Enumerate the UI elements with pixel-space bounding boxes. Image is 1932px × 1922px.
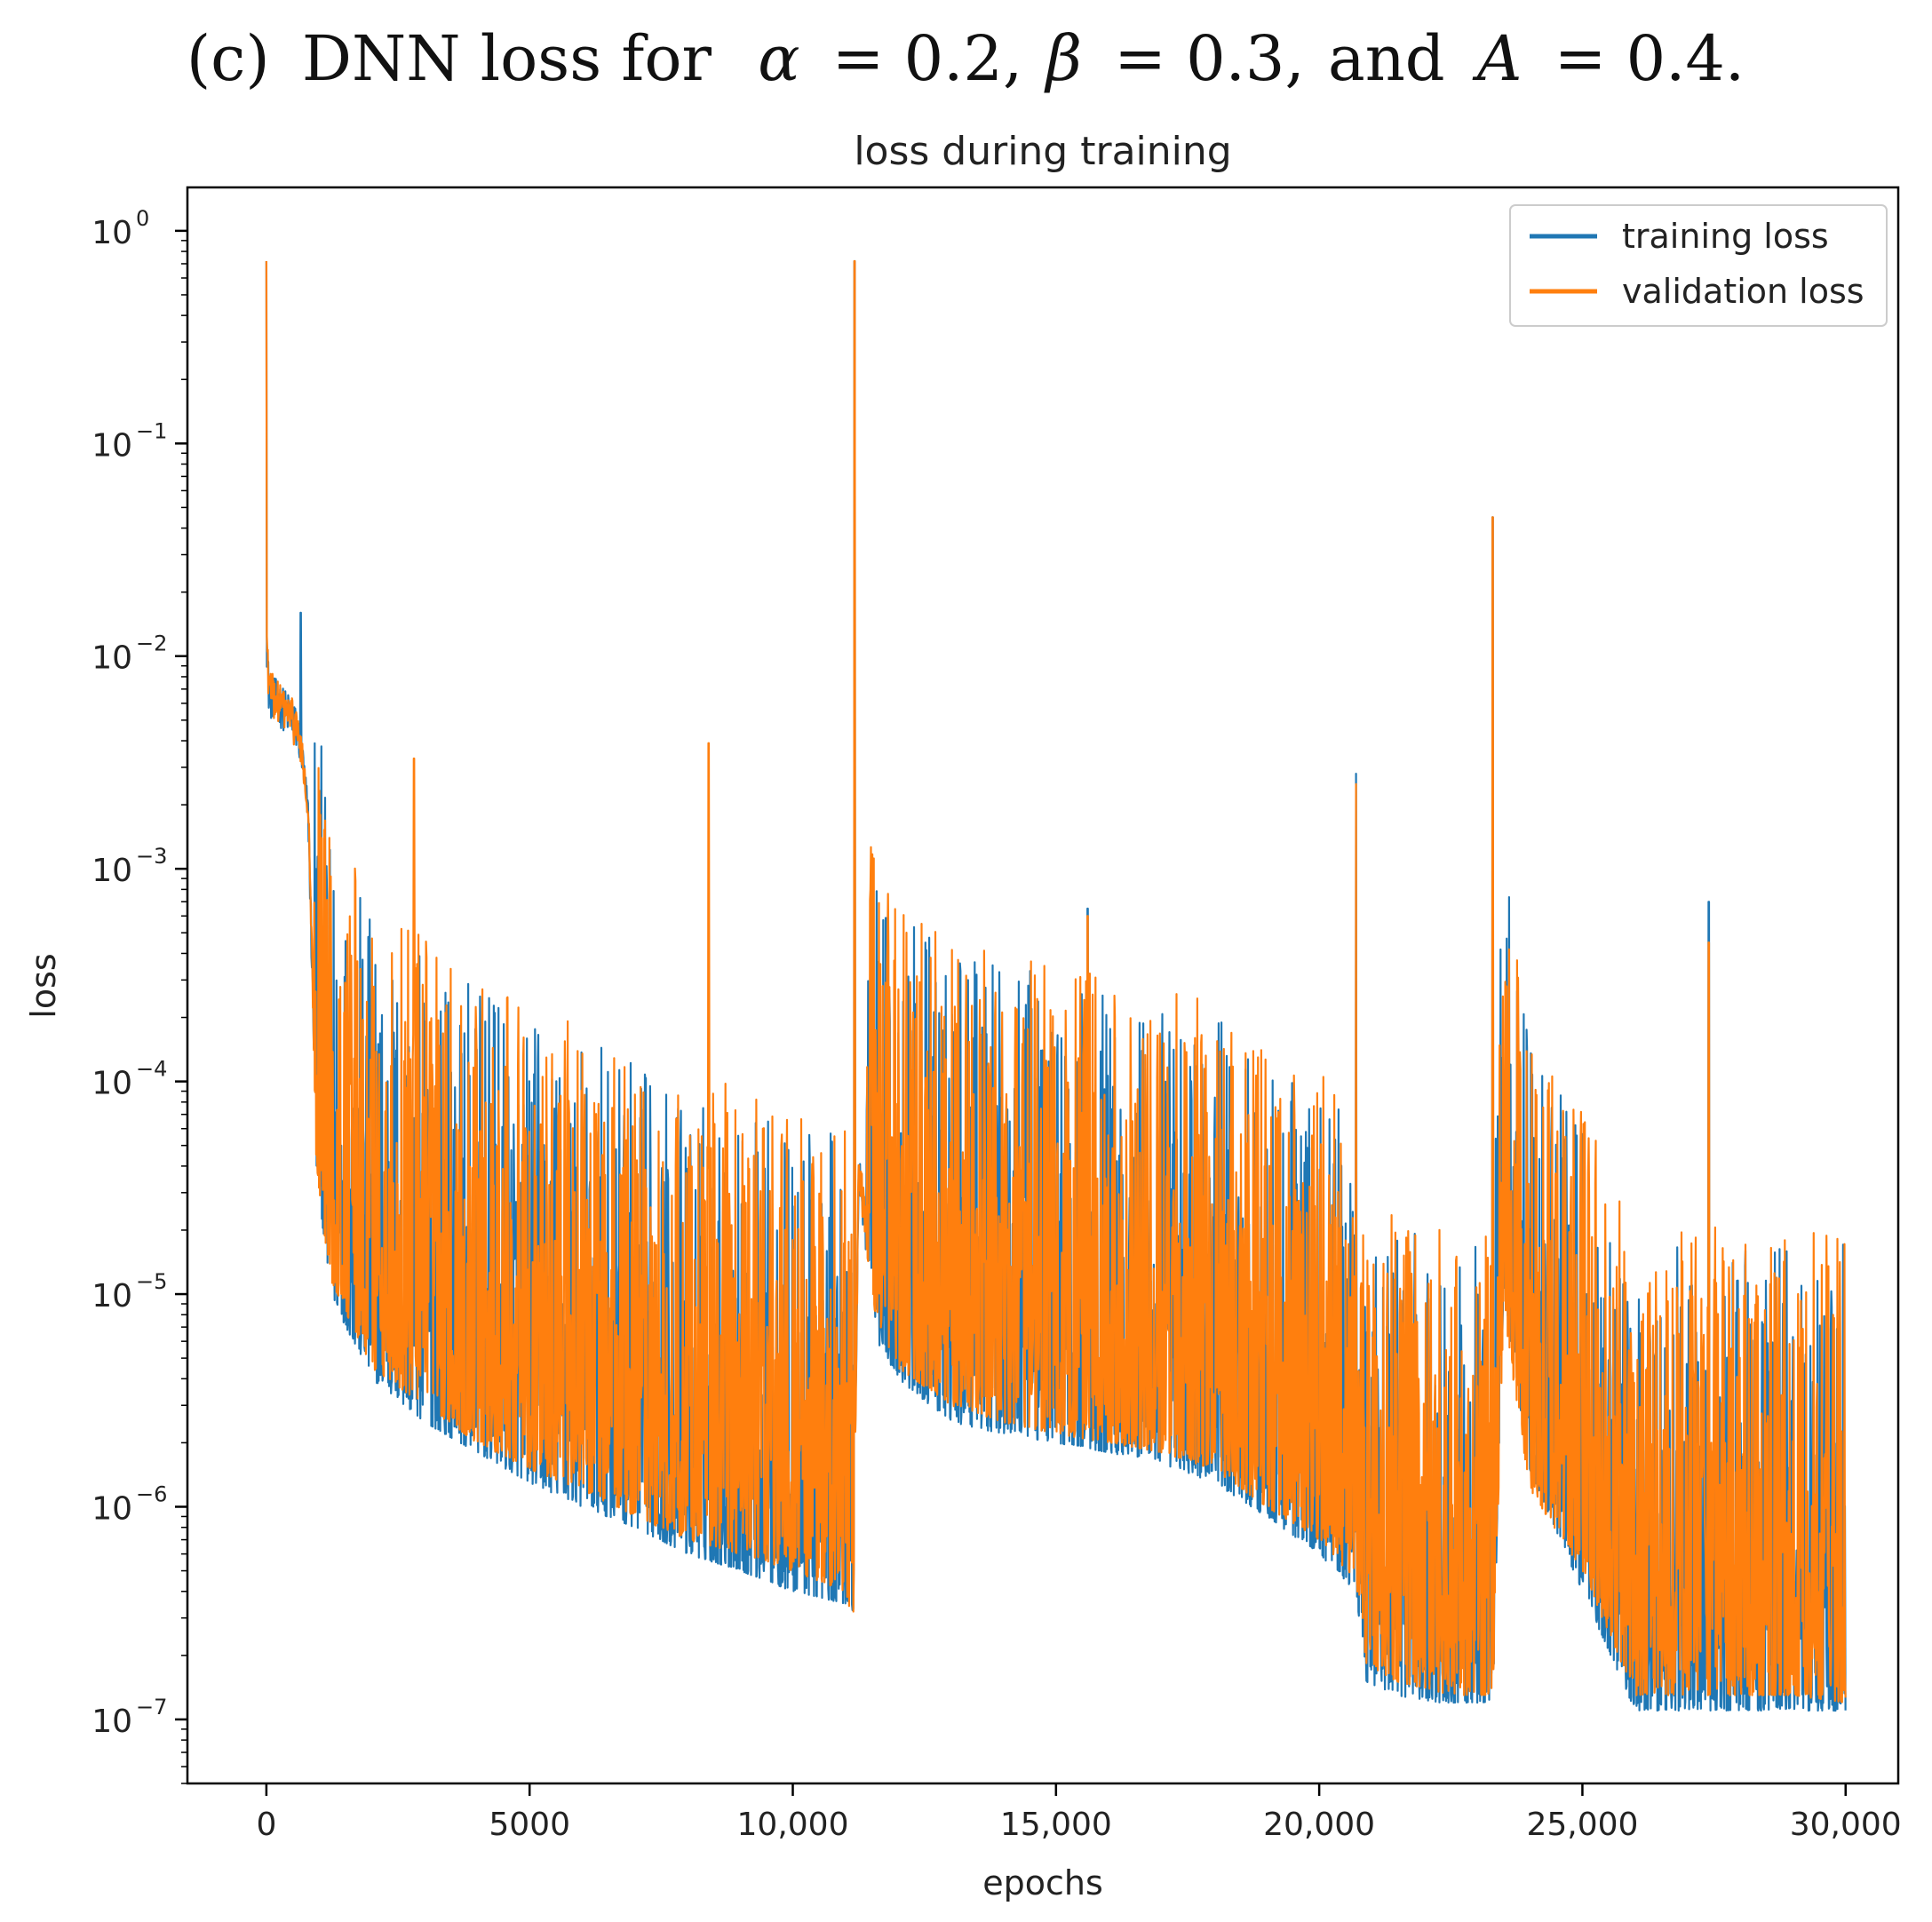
caption-alpha-symbol: α: [758, 22, 799, 95]
caption-text: DNN loss for: [302, 22, 712, 95]
caption-alpha-value: = 0.2,: [832, 22, 1022, 95]
chart-title: loss during training: [854, 129, 1231, 174]
legend-label-training: training loss: [1622, 217, 1829, 256]
x-tick-label: 20,000: [1263, 1807, 1375, 1843]
plot-frame: [186, 186, 1900, 1785]
y-tick-exponent: 0: [136, 206, 149, 231]
y-tick-exponent: −4: [136, 1057, 167, 1082]
caption-a-symbol: A: [1472, 22, 1523, 95]
caption-label: (c): [187, 22, 270, 95]
caption-a-value: = 0.4.: [1554, 22, 1745, 95]
x-axis-label: epochs: [982, 1863, 1103, 1902]
y-tick-label: 10: [91, 427, 132, 464]
x-tick-label: 5000: [489, 1807, 570, 1843]
y-tick-label: 10: [91, 215, 132, 251]
y-tick-exponent: −5: [136, 1269, 167, 1294]
caption-beta-symbol: β: [1043, 22, 1081, 95]
series-layer: [265, 259, 1847, 1712]
x-tick-label: 30,000: [1790, 1807, 1902, 1843]
y-axis-label: loss: [24, 953, 63, 1018]
legend-label-validation: validation loss: [1622, 272, 1864, 311]
x-axis: 0 5000 10,000 15,000 20,000 25,000 30,000: [256, 1783, 1902, 1843]
y-tick-label: 10: [91, 1704, 132, 1740]
x-tick-label: 0: [256, 1807, 276, 1843]
legend-box: [1509, 204, 1888, 327]
legend: training loss validation loss: [1509, 204, 1888, 327]
y-tick-exponent: −2: [136, 631, 167, 656]
y-tick-label: 10: [91, 1066, 132, 1102]
y-tick-exponent: −6: [136, 1481, 167, 1506]
x-tick-label: 15,000: [1000, 1807, 1112, 1843]
series-line-validation: [265, 259, 1847, 1704]
y-tick-label: 10: [91, 640, 132, 677]
caption-and-text: and: [1328, 22, 1445, 95]
x-tick-label: 25,000: [1526, 1807, 1638, 1843]
x-tick-label: 10,000: [737, 1807, 849, 1843]
figure-caption: (c) DNN loss for α = 0.2, β = 0.3, and A…: [187, 22, 1745, 95]
caption-beta-value: = 0.3,: [1114, 22, 1304, 95]
y-tick-exponent: −1: [136, 418, 167, 443]
y-tick-label: 10: [91, 1278, 132, 1314]
y-tick-label: 10: [91, 1490, 132, 1527]
y-tick-label: 10: [91, 853, 132, 889]
y-tick-exponent: −3: [136, 844, 167, 869]
y-tick-exponent: −7: [136, 1695, 167, 1719]
